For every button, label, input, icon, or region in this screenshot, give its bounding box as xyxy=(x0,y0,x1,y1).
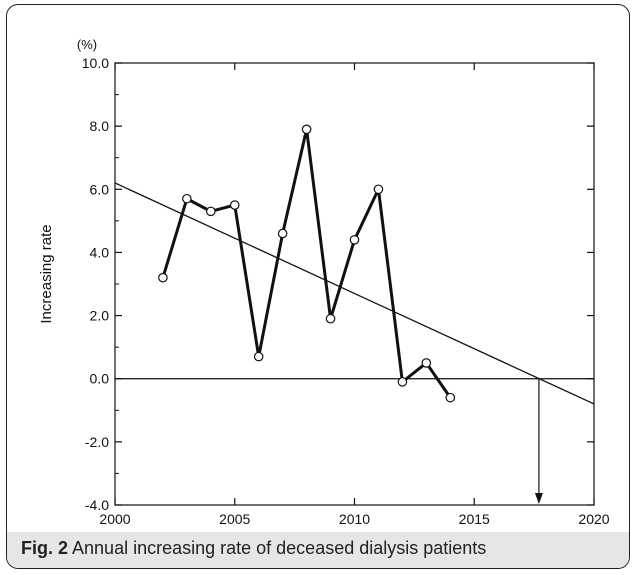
data-point xyxy=(445,392,456,403)
y-tick-label: 10.0 xyxy=(82,55,109,71)
data-point xyxy=(397,377,408,387)
y-tick-label: -2.0 xyxy=(85,434,109,450)
y-tick-label: 6.0 xyxy=(90,181,110,197)
zero-crossing-arrow-head xyxy=(534,493,543,504)
data-point xyxy=(206,206,216,217)
trend-line xyxy=(114,182,595,405)
x-tick-label: 2010 xyxy=(339,511,370,527)
data-point xyxy=(373,184,384,195)
y-tick-label: 2.0 xyxy=(90,308,110,324)
plot-area-frame xyxy=(114,62,595,506)
y-unit-label: (%) xyxy=(77,37,97,52)
figure-frame: 10.0 8.0 6.0 4.0 2.0 0.0 -2.0 -4.0 2000 2005 2010 2… xyxy=(6,4,630,569)
data-point xyxy=(277,228,288,239)
caption-label: Fig. 2 xyxy=(21,538,69,558)
caption-text: Annual increasing rate of deceased dialy… xyxy=(72,538,487,558)
data-point xyxy=(301,124,312,135)
data-point xyxy=(325,313,336,324)
y-tick-label: 0.0 xyxy=(90,371,110,387)
data-series-line xyxy=(161,127,452,399)
y-axis-title: Increasing rate xyxy=(38,224,55,323)
data-point xyxy=(253,351,264,362)
data-point xyxy=(182,193,192,204)
x-tick-label: 2005 xyxy=(219,511,250,527)
y-tick-label: 8.0 xyxy=(90,118,110,134)
data-point xyxy=(158,272,168,283)
data-point xyxy=(349,235,360,245)
data-point xyxy=(229,200,240,210)
x-tick-label: 2020 xyxy=(578,511,609,527)
x-tick-label: 2000 xyxy=(99,511,130,527)
data-point xyxy=(421,358,432,368)
y-tick-label: 4.0 xyxy=(90,244,110,260)
figure-caption: Fig. 2 Annual increasing rate of decease… xyxy=(7,532,629,568)
y-tick-label: -4.0 xyxy=(85,497,109,513)
x-tick-label: 2015 xyxy=(459,511,490,527)
